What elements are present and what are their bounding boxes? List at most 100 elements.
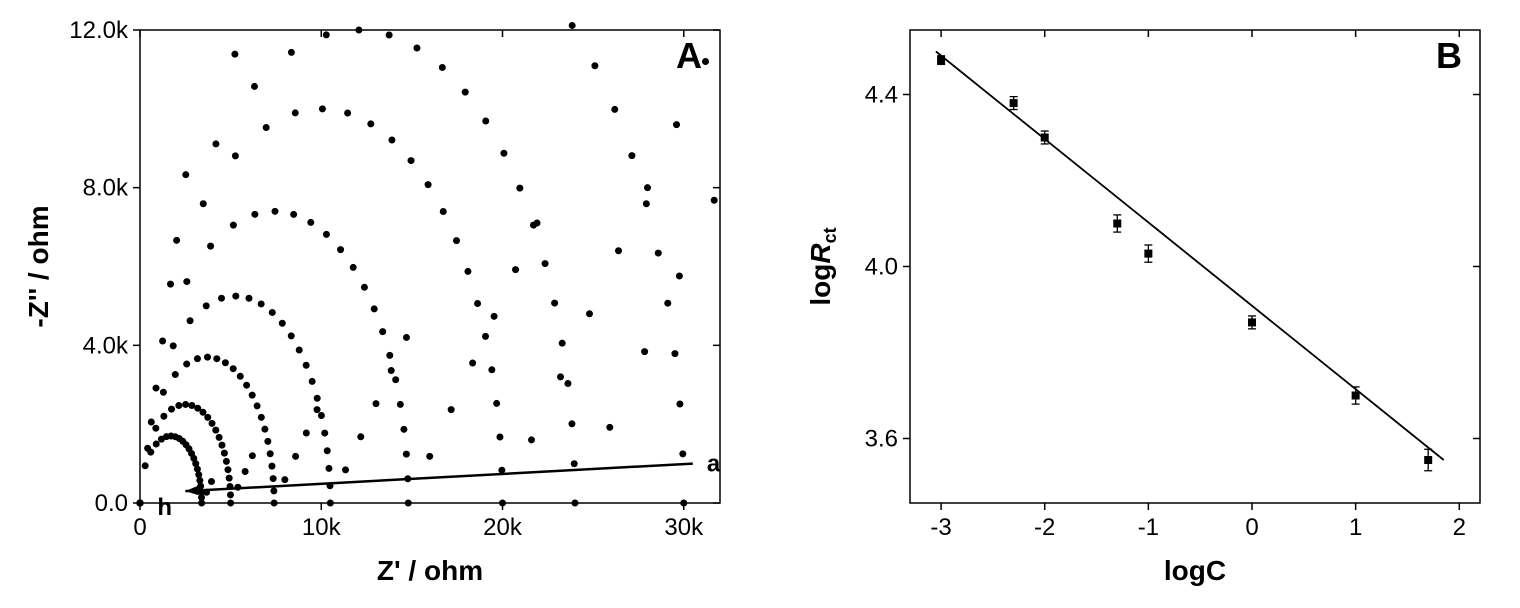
nyquist-point — [372, 400, 379, 407]
nyquist-point — [386, 32, 393, 39]
nyquist-point — [371, 305, 378, 312]
nyquist-point — [226, 475, 233, 482]
nyquist-point — [491, 313, 498, 320]
nyquist-point — [213, 355, 220, 362]
nyquist-point — [159, 338, 166, 345]
nyquist-point — [644, 184, 651, 191]
nyquist-point — [397, 401, 404, 408]
nyquist-point — [569, 22, 576, 29]
nyquist-point — [267, 450, 274, 457]
nyquist-point — [194, 355, 201, 362]
nyquist-point — [231, 51, 238, 58]
nyquist-point — [344, 110, 351, 117]
nyquist-point — [270, 475, 277, 482]
nyquist-point — [321, 430, 328, 437]
nyquist-point — [611, 106, 618, 113]
nyquist-point — [671, 350, 678, 357]
nyquist-point — [218, 295, 225, 302]
nyquist-point — [242, 468, 249, 475]
nyquist-point — [641, 348, 648, 355]
panel-b: -3-2-10123.64.04.4logClogRctB — [800, 10, 1500, 598]
nyquist-point — [288, 332, 295, 339]
nyquist-point — [319, 105, 326, 112]
ytick-label: 4.0 — [865, 254, 898, 281]
nyquist-point — [542, 260, 549, 267]
nyquist-point — [557, 373, 564, 380]
y-axis-label: logRct — [805, 227, 840, 305]
nyquist-point — [571, 460, 578, 467]
nyquist-point — [218, 442, 225, 449]
xtick-label: 20k — [483, 514, 523, 541]
nyquist-point — [324, 447, 331, 454]
nyquist-point — [439, 64, 446, 71]
nyquist-point — [144, 445, 151, 452]
nyquist-point — [279, 320, 286, 327]
xtick-label: 1 — [1349, 514, 1362, 541]
nyquist-point — [448, 406, 455, 413]
nyquist-point — [212, 140, 219, 147]
nyquist-point — [676, 400, 683, 407]
annotation-a: a — [707, 451, 721, 478]
nyquist-point — [224, 466, 231, 473]
nyquist-point — [488, 366, 495, 373]
nyquist-point — [357, 433, 364, 440]
nyquist-point — [222, 359, 229, 366]
nyquist-point — [198, 500, 205, 507]
nyquist-point — [232, 293, 239, 300]
xtick-label: -1 — [1138, 514, 1159, 541]
nyquist-point — [183, 278, 190, 285]
nyquist-point — [400, 426, 407, 433]
nyquist-point — [137, 500, 144, 507]
nyquist-point — [496, 433, 503, 440]
nyquist-point — [559, 340, 566, 347]
data-point — [1041, 134, 1049, 142]
nyquist-point — [230, 365, 237, 372]
nyquist-point — [160, 413, 167, 420]
nyquist-point — [212, 427, 219, 434]
nyquist-point — [323, 231, 330, 238]
nyquist-point — [249, 452, 256, 459]
ytick-label: 4.0k — [83, 332, 129, 359]
panel-label-b: B — [1436, 35, 1462, 76]
nyquist-point — [474, 300, 481, 307]
nyquist-point — [425, 181, 432, 188]
nyquist-point — [379, 328, 386, 335]
nyquist-point — [403, 334, 410, 341]
nyquist-point — [204, 354, 211, 361]
nyquist-point — [464, 268, 471, 275]
nyquist-point — [615, 247, 622, 254]
nyquist-point — [249, 392, 256, 399]
nyquist-point — [500, 150, 507, 157]
nyquist-point — [271, 500, 278, 507]
nyquist-point — [350, 264, 357, 271]
nyquist-point — [499, 500, 506, 507]
nyquist-point — [679, 450, 686, 457]
nyquist-point — [516, 185, 523, 192]
nyquist-point — [361, 284, 368, 291]
nyquist-point — [237, 373, 244, 380]
nyquist-point — [403, 451, 410, 458]
nyquist-point — [664, 300, 671, 307]
nyquist-point — [170, 342, 177, 349]
nyquist-point — [216, 434, 223, 441]
nyquist-point — [386, 352, 393, 359]
nyquist-point — [173, 237, 180, 244]
x-axis-label: logC — [1164, 555, 1226, 586]
nyquist-point — [182, 171, 189, 178]
nyquist-point — [160, 389, 167, 396]
nyquist-point — [251, 83, 258, 90]
nyquist-point — [270, 487, 277, 494]
direction-arrow — [185, 464, 693, 492]
nyquist-point — [628, 152, 635, 159]
nyquist-point — [586, 310, 593, 317]
nyquist-point — [405, 500, 412, 507]
nyquist-point — [342, 466, 349, 473]
nyquist-point — [251, 211, 258, 218]
nyquist-point — [292, 109, 299, 116]
nyquist-point — [711, 197, 718, 204]
arrow-head-icon — [185, 486, 198, 496]
nyquist-point — [209, 420, 216, 427]
nyquist-point — [367, 120, 374, 127]
nyquist-point — [702, 58, 709, 65]
fit-line — [936, 52, 1444, 461]
